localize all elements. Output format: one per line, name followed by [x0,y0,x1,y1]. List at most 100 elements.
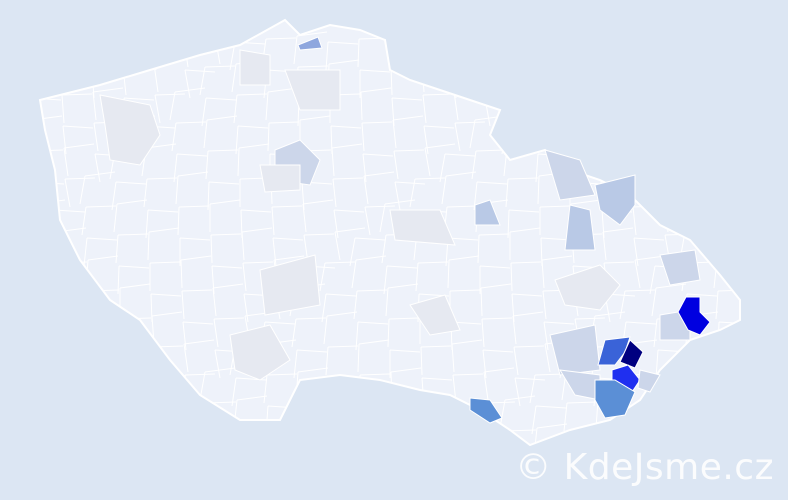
district-border [92,87,124,121]
district-border [755,150,785,179]
district-border [59,345,91,375]
district-border [719,37,740,67]
district-border [563,401,598,432]
district-border [415,261,449,292]
district-border [633,237,665,267]
district[interactable] [229,324,291,381]
district-border [452,69,484,99]
district-border [499,395,536,429]
district-border [744,234,777,263]
district-border [199,65,236,96]
district-border [447,255,480,289]
district-border [723,153,740,183]
district-border [509,227,541,260]
district-border [241,227,273,261]
district-border [357,339,390,373]
district-border [113,199,148,233]
district-border [391,97,423,127]
district[interactable] [597,336,631,366]
district-border [451,339,483,373]
district-border [299,433,331,445]
district-border [422,93,454,124]
district-border [420,345,452,376]
district-border [40,317,59,348]
district[interactable] [259,164,301,193]
district-border [83,237,118,267]
district-border [61,395,93,429]
district-border [40,367,61,400]
district[interactable] [677,296,711,336]
district-border [199,367,236,401]
district-border [360,87,392,121]
district[interactable] [474,199,501,226]
district-border [61,93,93,124]
district-border [89,321,121,350]
district[interactable] [389,209,456,246]
district-border [513,345,545,376]
district-border [391,401,423,432]
district-border [121,349,153,379]
district[interactable] [469,397,503,424]
district-border [293,349,328,379]
district-border [327,377,360,407]
district-border [139,429,176,445]
district-border [480,283,512,317]
district-border [235,429,269,445]
district-border [709,205,740,236]
highlighted-districts [99,36,711,424]
district-border [329,395,361,428]
district-border [93,423,125,445]
district[interactable] [594,379,636,419]
district-border [40,115,63,149]
district-border [179,237,211,266]
district-border [40,401,62,432]
district-border [267,121,300,152]
district-border [441,171,477,205]
district-border [53,261,88,292]
district-border [424,143,456,177]
district[interactable] [99,94,161,166]
district-border [482,31,514,65]
district-border [147,227,180,261]
district-border [563,97,598,127]
district-border [392,433,424,445]
district-border [362,153,394,183]
district[interactable] [637,369,661,393]
district-border [171,423,207,445]
district[interactable] [409,294,461,336]
district-border [323,311,358,345]
district-border [689,377,721,406]
district[interactable] [594,174,636,226]
district-border [351,255,387,289]
district-border [361,121,393,152]
district-border [477,233,510,264]
district-border [272,237,304,267]
district-border [752,368,782,400]
district[interactable] [619,339,644,369]
district-border [321,293,357,323]
district-border [387,317,420,348]
district-border [753,98,783,126]
district[interactable] [549,324,601,376]
district-border [40,265,57,295]
district[interactable] [297,36,323,51]
district[interactable] [239,49,271,86]
district-border [483,367,515,401]
district-border [752,66,782,95]
district-border [719,339,740,372]
district-border [514,377,546,407]
district[interactable] [554,264,621,311]
district-border [595,93,629,124]
district-border [55,293,89,323]
district[interactable] [259,254,321,316]
district[interactable] [544,149,596,201]
district-border [694,209,726,239]
district[interactable] [564,204,596,251]
district-border [651,283,687,317]
district-border [510,261,542,292]
district[interactable] [659,249,701,286]
district-border [661,149,693,180]
district-border [213,317,245,348]
district[interactable] [284,69,341,111]
district-border [40,31,60,65]
